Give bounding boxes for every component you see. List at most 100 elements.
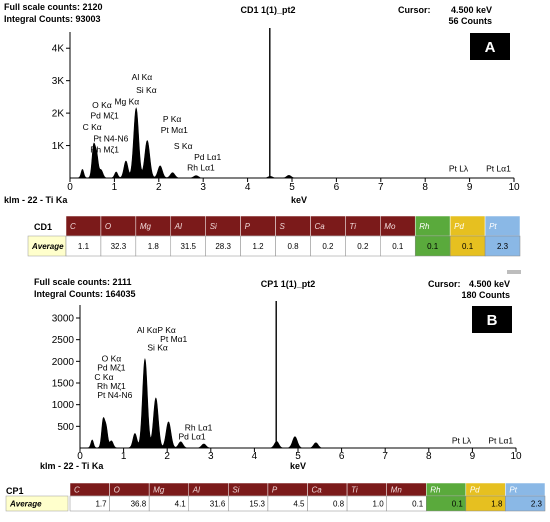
- value-text: 4.1: [175, 500, 187, 509]
- element-header: O: [105, 222, 111, 231]
- element-header: Rh: [419, 222, 430, 231]
- peak-label: S Kα: [174, 141, 193, 151]
- y-tick-label: 2500: [52, 335, 75, 346]
- value-text: 0.1: [462, 242, 474, 251]
- value-text: 0.2: [357, 242, 369, 251]
- element-header: Si: [210, 222, 217, 231]
- x-tick-label: 8: [426, 451, 432, 462]
- x-tick-label: 1: [121, 451, 127, 462]
- value-text: 0.1: [427, 242, 439, 251]
- cursor-label: Cursor:: [398, 5, 431, 15]
- peak-label: Pt Mα1: [161, 125, 188, 135]
- peak-label: O Kα: [102, 353, 122, 363]
- x-tick-label: 10: [510, 451, 522, 462]
- element-header: Ti: [349, 222, 356, 231]
- value-text: 0.1: [452, 500, 464, 509]
- x-tick-label: 9: [467, 182, 473, 193]
- x-tick-label: 0: [77, 451, 83, 462]
- panel-label-box: [470, 33, 510, 60]
- peak-label: C Kα: [94, 372, 113, 382]
- value-text: 15.3: [249, 500, 265, 509]
- row-label: Average: [9, 500, 42, 509]
- composition-table: CD1 Average C 1.1 O 32.3 Mg 1.8 Al 31.5 Si 28.3 P 1.2…: [27, 215, 521, 257]
- row-label-cell: [5, 495, 69, 512]
- sample-label: CD1: [34, 222, 52, 232]
- y-tick-label: 1500: [52, 379, 75, 390]
- panel-label: B: [487, 312, 498, 329]
- y-tick-label: 3000: [52, 314, 75, 325]
- x-tick-label: 4: [252, 451, 258, 462]
- sample-label: CP1: [6, 486, 24, 496]
- peak-label: Al Kα: [132, 72, 153, 82]
- source-label: klm - 22 - Ti Ka: [40, 461, 104, 471]
- peak-label: Si Kα: [136, 85, 157, 95]
- peak-label: Pd Lα1: [194, 152, 221, 162]
- x-tick-label: 8: [422, 182, 428, 193]
- element-header: P: [245, 222, 251, 231]
- element-header: Mg: [153, 486, 165, 495]
- row-label: Average: [31, 242, 64, 251]
- peak-label: Mg Kα: [114, 96, 139, 106]
- spectrum-panel-a: Full scale counts: 2120 Integral Counts:…: [4, 2, 521, 257]
- element-header: Mg: [140, 222, 152, 231]
- x-tick-label: 5: [289, 182, 295, 193]
- element-header: Pt: [489, 222, 497, 231]
- x-axis-label: keV: [290, 461, 306, 471]
- value-cell: [484, 235, 521, 257]
- element-header: Rh: [430, 486, 441, 495]
- source-label: klm - 22 - Ti Ka: [4, 195, 68, 205]
- element-header: Al: [192, 486, 200, 495]
- peak-label: Pt Lλ: [449, 164, 469, 174]
- value-text: 1.1: [78, 242, 90, 251]
- peak-label: Pt Mα1: [160, 334, 187, 344]
- x-tick-label: 3: [208, 451, 214, 462]
- x-tick-label: 9: [470, 451, 476, 462]
- cursor-counts: 56 Counts: [448, 16, 492, 26]
- panel-label: A: [485, 39, 496, 56]
- value-text: 31.6: [210, 500, 226, 509]
- value-text: 28.3: [215, 242, 231, 251]
- spectrum-title: CD1 1(1)_pt2: [240, 5, 295, 15]
- panel-label-box: [472, 306, 512, 333]
- element-header: Al: [174, 222, 182, 231]
- value-text: 1.2: [253, 242, 265, 251]
- x-tick-label: 2: [156, 182, 162, 193]
- peak-label: Pt Lα1: [486, 164, 511, 174]
- element-header: Ca: [314, 222, 325, 231]
- value-text: 1.0: [373, 500, 385, 509]
- y-tick-label: 1K: [52, 141, 65, 152]
- cursor-label: Cursor:: [428, 279, 461, 289]
- value-text: 2.3: [497, 242, 509, 251]
- spectrum-panel-b: Full scale counts: 2111 Integral Counts:…: [5, 270, 546, 512]
- y-tick-label: 2000: [52, 357, 75, 368]
- x-tick-label: 6: [339, 451, 345, 462]
- value-text: 0.1: [392, 242, 404, 251]
- peak-label: Pd Mζ1: [97, 362, 126, 372]
- value-text: 0.1: [412, 500, 424, 509]
- element-header: C: [74, 486, 80, 495]
- x-tick-label: 7: [382, 451, 388, 462]
- element-header: S: [280, 222, 286, 231]
- x-tick-label: 7: [378, 182, 384, 193]
- value-text: 4.5: [293, 500, 305, 509]
- value-text: 32.3: [111, 242, 127, 251]
- x-axis-label: keV: [291, 195, 307, 205]
- value-text: 1.8: [491, 500, 503, 509]
- element-header: O: [114, 486, 120, 495]
- value-text: 0.2: [322, 242, 334, 251]
- element-header: Mo: [384, 222, 396, 231]
- y-tick-label: 1000: [52, 400, 75, 411]
- spectrum-title: CP1 1(1)_pt2: [261, 279, 316, 289]
- element-header: Pd: [470, 486, 480, 495]
- element-header: Ti: [351, 486, 358, 495]
- full-scale-counts: Full scale counts: 2111: [34, 277, 132, 287]
- x-tick-label: 2: [164, 451, 170, 462]
- peak-label: Pt N4-N6: [93, 133, 128, 143]
- element-header: Ca: [312, 486, 323, 495]
- y-tick-label: 500: [57, 422, 74, 433]
- peak-label: Rh Lα1: [185, 423, 213, 433]
- plot-area: 500 1000 1500 2000 2500 3000 0 1 2 3 4 5 6 7 8 9 10 Al Kα…: [52, 301, 522, 462]
- peak-label: Pt N4-N6: [97, 390, 132, 400]
